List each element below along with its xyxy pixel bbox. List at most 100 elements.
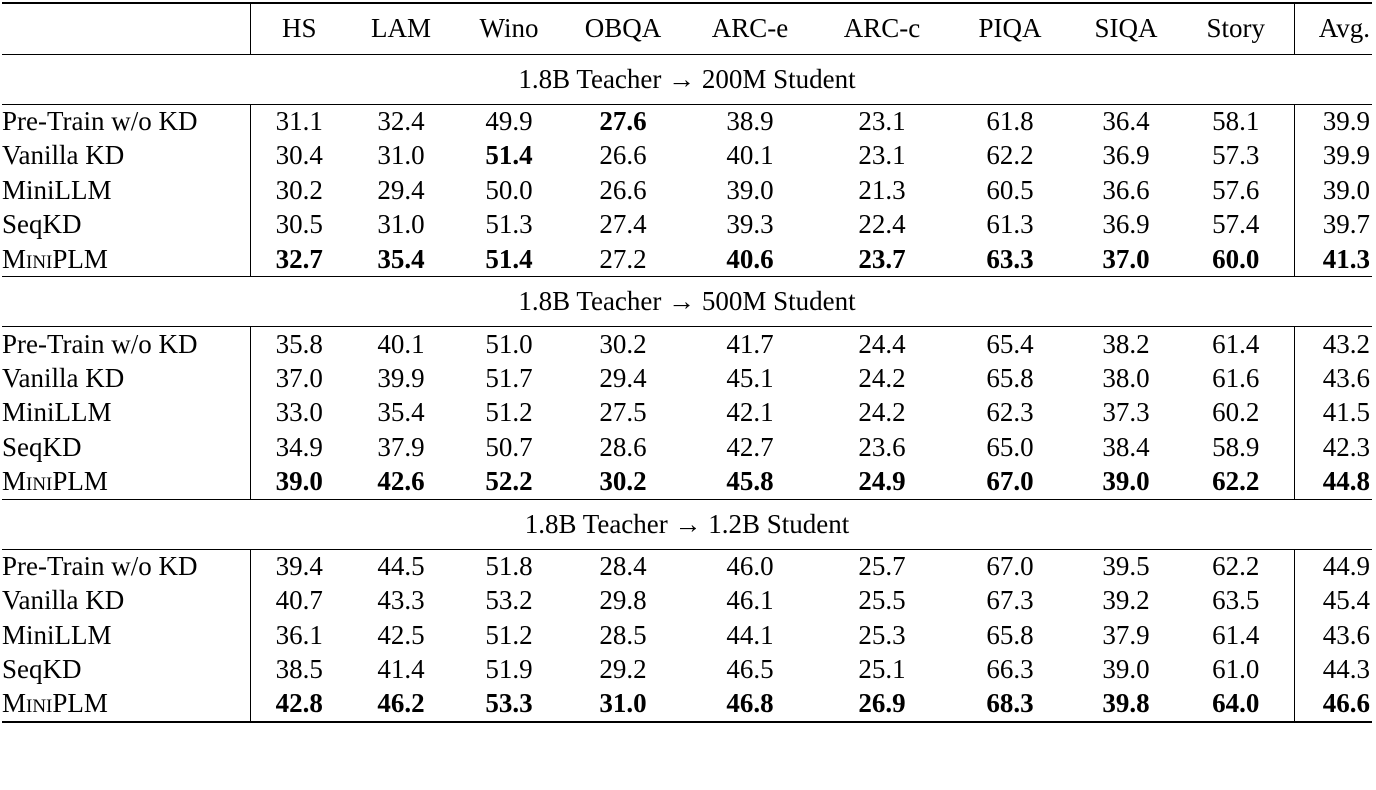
score-cell: 58.1 bbox=[1212, 106, 1260, 136]
score-cell: 46.5 bbox=[726, 654, 774, 685]
score-cell: 40.6 bbox=[726, 243, 774, 274]
score-cell: 36.4 bbox=[1102, 106, 1150, 136]
score-cell: 27.6 bbox=[599, 106, 647, 136]
score-cell: 39.0 bbox=[275, 466, 323, 496]
table-row: Vanilla KD 40.7 43.3 53.2 29.8 46.1 25.5 67.3 39… bbox=[2, 583, 1372, 618]
header-corner bbox=[2, 2, 251, 54]
average-cell: 39.0 bbox=[1293, 173, 1372, 208]
score-cell: 29.2 bbox=[599, 654, 647, 685]
section-header-row: 1.8B Teacher → 1.2B Student bbox=[2, 498, 1372, 550]
score-cell: 38.5 bbox=[275, 654, 323, 685]
score-cell: 45.1 bbox=[726, 362, 774, 393]
score-cell: 57.3 bbox=[1212, 140, 1260, 171]
method-name: MiniPLM bbox=[2, 687, 251, 723]
score-cell: 42.1 bbox=[726, 397, 774, 428]
score-cell: 32.4 bbox=[377, 106, 425, 136]
average-cell: 43.2 bbox=[1293, 326, 1372, 361]
score-cell: 51.3 bbox=[485, 209, 533, 240]
score-cell: 34.9 bbox=[275, 431, 323, 462]
table-row: MiniLLM 33.0 35.4 51.2 27.5 42.1 24.2 62.3 37.3 6… bbox=[2, 395, 1372, 430]
score-cell: 39.4 bbox=[275, 551, 323, 581]
score-cell: 31.0 bbox=[377, 140, 425, 171]
score-cell: 63.3 bbox=[986, 243, 1034, 274]
score-cell: 26.9 bbox=[818, 687, 946, 723]
score-cell: 36.1 bbox=[275, 619, 323, 650]
method-name: SeqKD bbox=[2, 430, 251, 465]
method-name: Vanilla KD bbox=[2, 361, 251, 396]
score-cell: 62.2 bbox=[1212, 466, 1260, 496]
score-cell: 50.0 bbox=[485, 174, 533, 205]
score-cell: 28.6 bbox=[599, 431, 647, 462]
score-cell: 62.3 bbox=[986, 397, 1034, 428]
score-cell: 66.3 bbox=[986, 654, 1034, 685]
table-row: Pre-Train w/o KD 39.4 44.5 51.8 28.4 46.0 25.7… bbox=[2, 549, 1372, 584]
score-cell: 35.4 bbox=[377, 243, 425, 274]
table-row: MiniLLM 30.2 29.4 50.0 26.6 39.0 21.3 60.5 36.6 5… bbox=[2, 173, 1372, 208]
table-row: Pre-Train w/o KD 35.8 40.1 51.0 30.2 41.7 24.4… bbox=[2, 326, 1372, 361]
score-cell: 27.5 bbox=[599, 397, 647, 428]
score-cell: 41.4 bbox=[377, 654, 425, 685]
score-cell: 46.2 bbox=[348, 687, 454, 723]
score-cell: 65.4 bbox=[986, 328, 1034, 359]
score-cell: 27.2 bbox=[599, 243, 647, 274]
score-cell: 23.1 bbox=[858, 106, 906, 136]
score-cell: 61.3 bbox=[986, 209, 1034, 240]
score-cell: 35.4 bbox=[377, 397, 425, 428]
table-body: 1.8B Teacher → 200M Student Pre-Train w/o… bbox=[2, 53, 1372, 723]
score-cell: 60.5 bbox=[986, 174, 1034, 205]
table-row: SeqKD 34.9 37.9 50.7 28.6 42.7 23.6 65.0 38.4 58.… bbox=[2, 430, 1372, 465]
score-cell: 37.0 bbox=[275, 362, 323, 393]
score-cell: 61.4 bbox=[1212, 328, 1260, 359]
score-cell: 39.3 bbox=[726, 209, 774, 240]
column-header-wino: Wino bbox=[454, 2, 564, 54]
column-header-avg: Avg. bbox=[1293, 2, 1372, 54]
score-cell: 24.2 bbox=[858, 362, 906, 393]
score-cell: 51.2 bbox=[485, 619, 533, 650]
method-name: Vanilla KD bbox=[2, 583, 251, 618]
score-cell: 24.2 bbox=[858, 397, 906, 428]
column-header-arc-e: ARC-e bbox=[682, 2, 818, 54]
table-row: SeqKD 30.5 31.0 51.3 27.4 39.3 22.4 61.3 36.9 57.… bbox=[2, 207, 1372, 242]
score-cell: 28.5 bbox=[599, 619, 647, 650]
method-name: MiniPLM bbox=[2, 464, 251, 499]
table-row: MiniPLM 32.7 35.4 51.4 27.2 40.6 23.7 63.3 37.0 6… bbox=[2, 242, 1372, 277]
score-cell: 39.0 bbox=[1102, 654, 1150, 685]
average-cell: 39.7 bbox=[1293, 207, 1372, 242]
score-cell: 38.2 bbox=[1102, 328, 1150, 359]
score-cell: 63.5 bbox=[1212, 585, 1260, 616]
score-cell: 51.0 bbox=[485, 328, 533, 359]
score-cell: 29.4 bbox=[377, 174, 425, 205]
score-cell: 57.4 bbox=[1212, 209, 1260, 240]
score-cell: 51.7 bbox=[485, 362, 533, 393]
table-row: Vanilla KD 30.4 31.0 51.4 26.6 40.1 23.1 62.2 36… bbox=[2, 138, 1372, 173]
column-header-obqa: OBQA bbox=[564, 2, 682, 54]
column-header-piqa: PIQA bbox=[946, 2, 1074, 54]
score-cell: 32.7 bbox=[275, 243, 323, 274]
score-cell: 25.5 bbox=[858, 585, 906, 616]
score-cell: 24.9 bbox=[858, 466, 906, 496]
score-cell: 25.3 bbox=[858, 619, 906, 650]
score-cell: 25.1 bbox=[858, 654, 906, 685]
score-cell: 61.8 bbox=[986, 106, 1034, 136]
average-cell: 43.6 bbox=[1293, 361, 1372, 396]
score-cell: 37.3 bbox=[1102, 397, 1150, 428]
score-cell: 26.6 bbox=[599, 140, 647, 171]
score-cell: 67.0 bbox=[986, 551, 1034, 581]
score-cell: 36.9 bbox=[1102, 209, 1150, 240]
column-header-hs: HS bbox=[250, 2, 348, 54]
score-cell: 38.9 bbox=[726, 106, 774, 136]
score-cell: 44.5 bbox=[377, 551, 425, 581]
section-title: 1.8B Teacher → 500M Student bbox=[2, 276, 1372, 327]
score-cell: 51.4 bbox=[485, 243, 533, 274]
score-cell: 41.7 bbox=[726, 328, 774, 359]
score-cell: 51.9 bbox=[485, 654, 533, 685]
score-cell: 25.7 bbox=[858, 551, 906, 581]
score-cell: 39.0 bbox=[726, 174, 774, 205]
score-cell: 53.2 bbox=[485, 585, 533, 616]
score-cell: 39.8 bbox=[1074, 687, 1178, 723]
score-cell: 67.3 bbox=[986, 585, 1034, 616]
score-cell: 22.4 bbox=[858, 209, 906, 240]
score-cell: 31.1 bbox=[275, 106, 323, 136]
score-cell: 31.0 bbox=[377, 209, 425, 240]
score-cell: 46.0 bbox=[726, 551, 774, 581]
